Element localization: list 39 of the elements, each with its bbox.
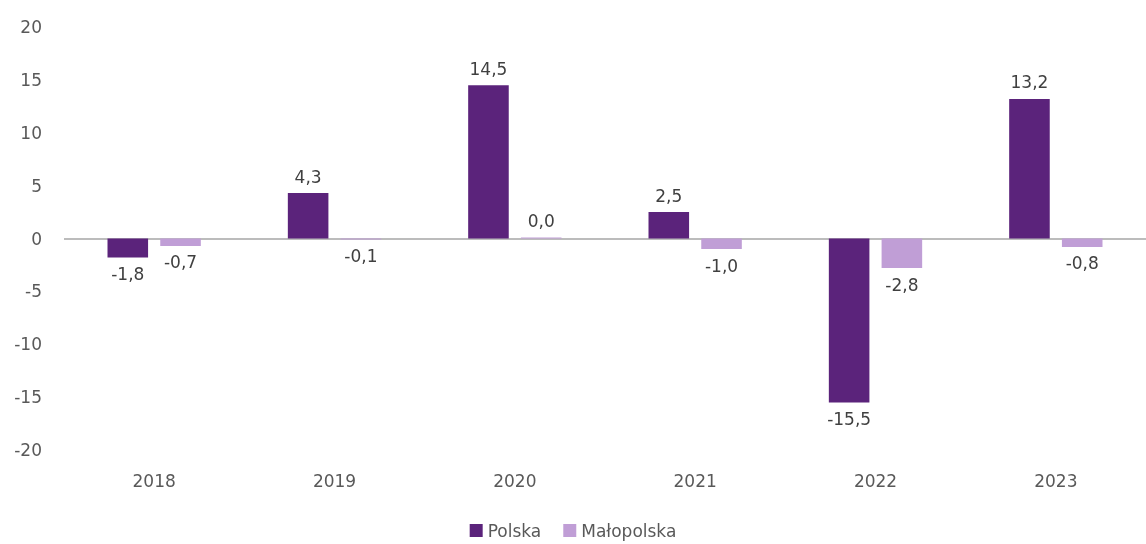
y-tick-label: -10 — [14, 334, 42, 355]
legend-label: Małopolska — [581, 520, 677, 541]
y-tick-label: 15 — [20, 69, 42, 90]
data-label: 13,2 — [1010, 72, 1049, 93]
bar — [1009, 98, 1050, 239]
bar — [881, 238, 923, 269]
data-label: 14,5 — [469, 58, 508, 79]
x-tick-label: 2020 — [493, 470, 537, 491]
bar — [287, 193, 329, 239]
data-label: -0,1 — [344, 246, 378, 267]
bar — [1061, 238, 1103, 247]
data-label: -1,0 — [704, 255, 739, 276]
bar — [468, 85, 509, 239]
bar — [648, 212, 690, 239]
data-label: 2,5 — [655, 185, 683, 206]
bar — [701, 238, 742, 250]
x-tick-label: 2021 — [673, 470, 717, 491]
bar — [828, 238, 870, 403]
y-tick-label: 5 — [31, 175, 42, 196]
y-tick-label: 0 — [31, 228, 42, 249]
bar — [107, 238, 149, 258]
y-tick-label: -20 — [14, 440, 42, 460]
y-tick-label: 10 — [20, 122, 42, 143]
y-tick-label: -5 — [25, 281, 42, 302]
data-label: 0,0 — [527, 211, 555, 231]
data-label: -0,8 — [1065, 253, 1099, 274]
data-label: 4,3 — [294, 166, 322, 187]
x-tick-label: 2019 — [312, 470, 357, 491]
x-tick-label: 2022 — [853, 470, 898, 491]
data-label: -1,8 — [111, 264, 145, 285]
y-tick-label: 20 — [20, 17, 42, 37]
x-tick-label: 2018 — [132, 470, 176, 491]
x-tick-label: 2023 — [1034, 470, 1078, 491]
bar — [160, 238, 201, 246]
legend-label: Polska — [487, 520, 542, 541]
data-label: -15,5 — [827, 408, 872, 429]
data-label: -2,8 — [885, 274, 919, 295]
data-label: -0,7 — [163, 252, 198, 273]
y-tick-label: -15 — [14, 387, 42, 408]
